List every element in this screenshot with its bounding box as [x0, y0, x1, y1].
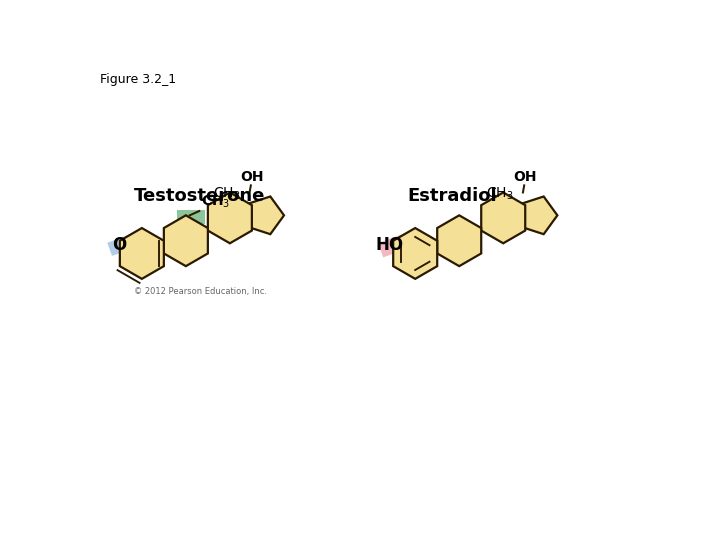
Text: O: O	[112, 235, 126, 254]
Text: Testosterone: Testosterone	[134, 187, 266, 205]
Polygon shape	[208, 192, 252, 244]
Text: CH$_3$: CH$_3$	[201, 194, 230, 210]
Text: OH: OH	[240, 170, 264, 184]
Bar	[177, 210, 205, 224]
Text: © 2012 Pearson Education, Inc.: © 2012 Pearson Education, Inc.	[134, 287, 267, 296]
Polygon shape	[481, 192, 525, 244]
Text: CH$_3$: CH$_3$	[213, 186, 240, 202]
Polygon shape	[120, 228, 164, 279]
Polygon shape	[521, 197, 557, 234]
Polygon shape	[248, 197, 284, 234]
Polygon shape	[437, 215, 481, 266]
Text: Figure 3.2_1: Figure 3.2_1	[99, 72, 176, 85]
Text: Estradiol: Estradiol	[408, 187, 498, 205]
Text: HO: HO	[376, 235, 404, 254]
Bar	[107, 233, 138, 256]
Text: OH: OH	[513, 170, 537, 184]
Polygon shape	[393, 228, 437, 279]
Text: CH$_3$: CH$_3$	[487, 186, 514, 202]
Polygon shape	[164, 215, 208, 266]
Bar	[378, 232, 414, 258]
